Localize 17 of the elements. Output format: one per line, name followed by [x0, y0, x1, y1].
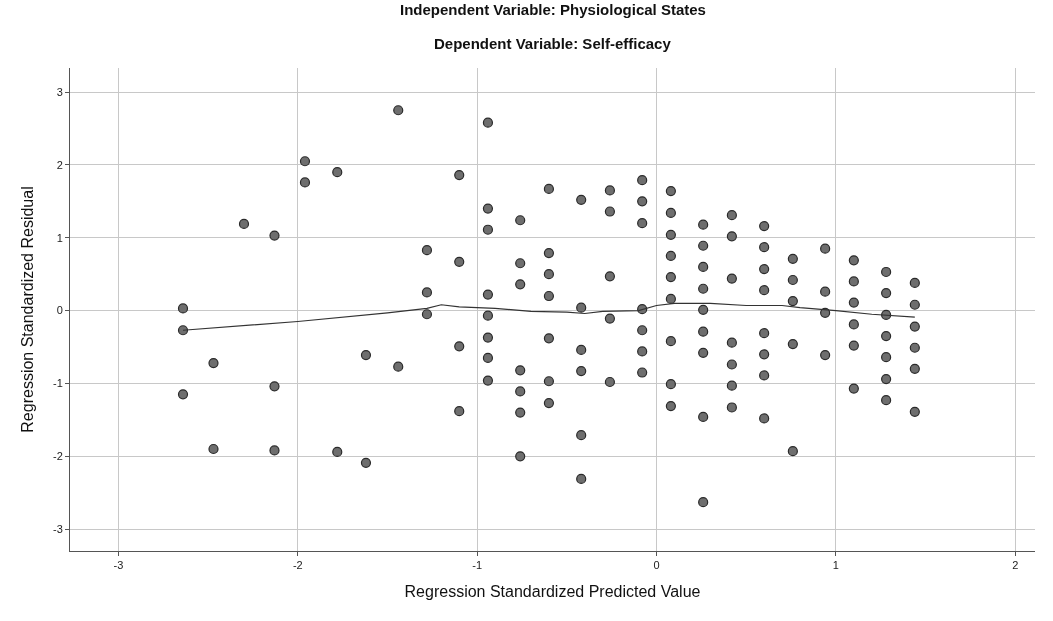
x-axis-title: Regression Standardized Predicted Value [404, 582, 701, 600]
x-tick-label: -1 [472, 559, 483, 572]
x-tick-label: 0 [653, 559, 660, 572]
y-tick-label: -1 [53, 377, 63, 390]
y-tick-label: -2 [53, 450, 63, 463]
y-axis-title: Regression Standardized Residual [18, 186, 36, 433]
chart-title: Independent Variable: Physiological States [400, 1, 706, 18]
y-tick-label: -3 [53, 522, 63, 535]
x-tick-label: -2 [292, 559, 303, 572]
y-tick-label: 2 [56, 158, 63, 171]
x-tick-label: -3 [113, 559, 124, 572]
y-tick-label: 3 [56, 85, 63, 98]
y-tick-label: 0 [56, 304, 63, 317]
x-tick-label: 2 [1012, 559, 1019, 572]
chart-subtitle: Dependent Variable: Self-efficacy [434, 35, 672, 52]
x-tick-label: 1 [832, 559, 839, 572]
y-tick-label: 1 [56, 231, 63, 244]
